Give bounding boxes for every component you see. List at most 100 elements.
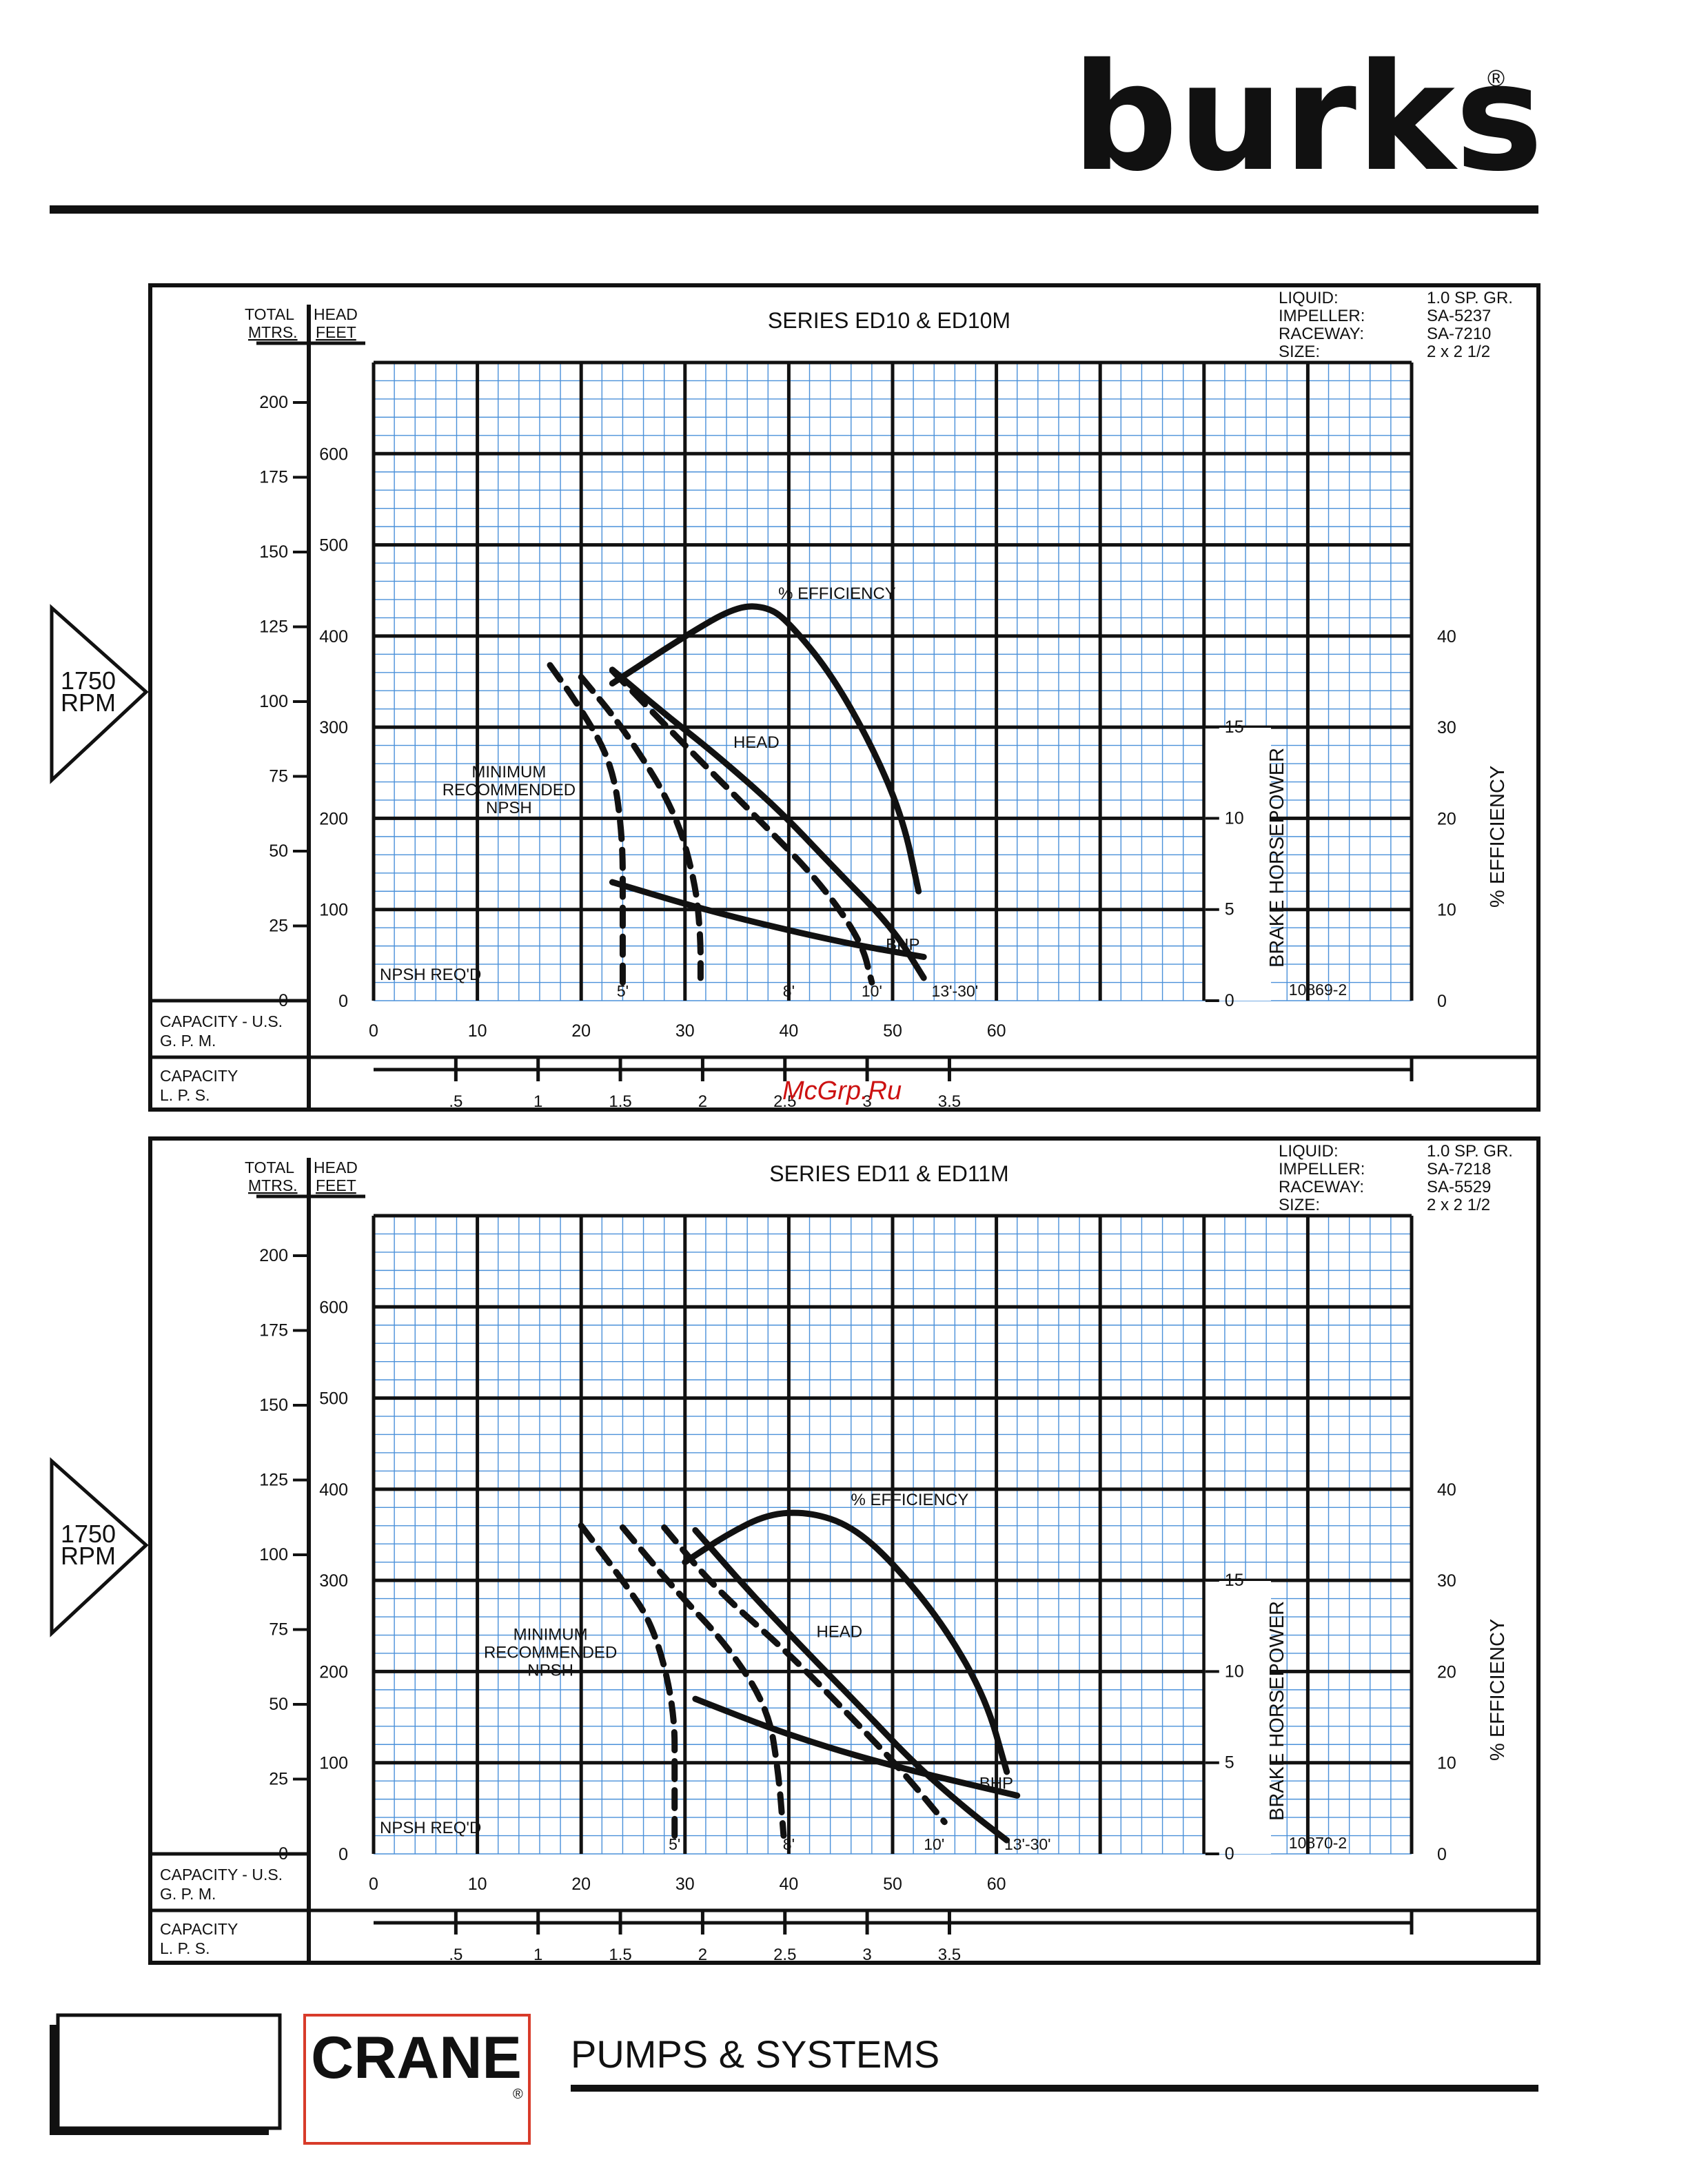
feet-tick-label: 200 [319, 1662, 348, 1682]
mtrs-tick-label: 75 [269, 766, 288, 786]
gpm-tick-label: 40 [779, 1021, 798, 1041]
npsh-curve-label: 13'-30' [1004, 1835, 1051, 1853]
mtrs-tick-label: 150 [259, 1396, 288, 1415]
head-curve-label: HEAD [733, 733, 780, 752]
footer-tagline: PUMPS & SYSTEMS [571, 2032, 939, 2076]
spec-value: SA-7210 [1427, 325, 1491, 343]
drawing-number: 10869-2 [1289, 981, 1347, 999]
feet-tick-label: 200 [319, 809, 348, 828]
mtrs-tick-label: 100 [259, 1545, 288, 1564]
npsh-legend-label: MINIMUM [513, 1625, 588, 1644]
gpm-tick-label: 50 [883, 1875, 902, 1894]
header-rule [50, 205, 1538, 214]
efficiency-tick-label: 40 [1437, 1480, 1456, 1500]
npsh-curve-label: 10' [862, 982, 882, 1000]
spec-value: SA-7218 [1427, 1160, 1491, 1178]
axis-label-lps: CAPACITY [160, 1067, 238, 1085]
curve-npsh-5 [547, 662, 626, 986]
efficiency-tick-label: 30 [1437, 718, 1456, 737]
lps-tick-label: 1 [533, 1946, 542, 1964]
curve-head [692, 1527, 1010, 1844]
lps-tick-label: 2.5 [773, 1092, 796, 1111]
axis-label-mtrs: MTRS. [248, 1176, 298, 1194]
npsh-curve-label: 5' [617, 982, 629, 1000]
bhp-tick-label: 5 [1225, 900, 1234, 919]
drawing-number: 10870-2 [1289, 1834, 1347, 1852]
mtrs-tick-label: 50 [269, 1695, 288, 1714]
lps-tick-label: 3 [862, 1946, 871, 1964]
feet-tick-label: 100 [319, 1754, 348, 1773]
footer-box [56, 2013, 282, 2130]
rpm-label: RPM [61, 688, 116, 717]
npsh-legend-label: MINIMUM [471, 763, 546, 782]
head-curve-label: HEAD [816, 1623, 862, 1642]
lps-tick-label: 2.5 [773, 1946, 796, 1964]
axis-label-total: TOTAL [245, 1159, 294, 1176]
spec-label: LIQUID: [1279, 289, 1339, 307]
gpm-tick-label: 0 [369, 1021, 378, 1041]
curve-npsh-10 [661, 1524, 948, 1826]
chart-frame [148, 283, 1540, 1112]
rpm-label: RPM [61, 1542, 116, 1570]
efficiency-tick-label: 0 [1437, 1845, 1447, 1864]
bhp-tick-label: 0 [1225, 1844, 1234, 1864]
axis-label-lps: CAPACITY [160, 1920, 238, 1938]
npsh-legend-label: RECOMMENDED [484, 1643, 617, 1662]
npsh-legend-label: NPSH [527, 1661, 573, 1680]
bhp-curve-label: BHP [979, 1774, 1013, 1793]
watermark: McGrp.Ru [782, 1076, 902, 1105]
spec-label: RACEWAY: [1279, 325, 1364, 343]
axis-label-lps: L. P. S. [160, 1939, 210, 1957]
mtrs-tick-label: 125 [259, 617, 288, 636]
mtrs-tick-label: 175 [259, 1320, 288, 1340]
curve-head [609, 666, 927, 981]
bhp-curve-label: BHP [886, 936, 919, 955]
bhp-tick-label: 15 [1225, 717, 1244, 737]
crane-logo: CRANE [311, 2025, 522, 2091]
mtrs-tick-label: 125 [259, 1470, 288, 1489]
spec-label: IMPELLER: [1279, 1160, 1365, 1178]
feet-tick-label: 600 [319, 445, 348, 464]
axis-label-feet: FEET [316, 1176, 356, 1194]
lps-tick-label: 2 [698, 1946, 707, 1964]
mtrs-tick-label: 0 [278, 991, 288, 1010]
axis-label-bhp: BRAKE HORSEPOWER [1266, 1601, 1288, 1821]
spec-label: RACEWAY: [1279, 1178, 1364, 1196]
npsh-legend-label: RECOMMENDED [443, 781, 576, 799]
npsh-legend-label: NPSH [486, 799, 532, 817]
efficiency-curve-label: % EFFICIENCY [851, 1491, 969, 1509]
gpm-tick-label: 30 [675, 1875, 695, 1894]
registered-mark: ® [1487, 65, 1505, 92]
axis-label-head: HEAD [314, 1159, 358, 1176]
spec-value: 1.0 SP. GR. [1427, 1142, 1513, 1161]
gpm-tick-label: 10 [468, 1021, 487, 1041]
mtrs-tick-label: 25 [269, 916, 288, 935]
bhp-tick-label: 15 [1225, 1571, 1244, 1590]
spec-value: SA-5529 [1427, 1178, 1491, 1196]
gpm-tick-label: 20 [571, 1875, 591, 1894]
spec-label: IMPELLER: [1279, 307, 1365, 325]
lps-tick-label: 3.5 [938, 1946, 961, 1964]
curve-bhp [609, 879, 927, 960]
brand-logo: burks [1072, 31, 1543, 204]
axis-label-gpm: CAPACITY - U.S. [160, 1012, 283, 1030]
pump-curve-chart-ed10: SERIES ED10 & ED10M LIQUID: 1.0 SP. GR. IMP… [50, 283, 1540, 1112]
mtrs-tick-label: 100 [259, 692, 288, 711]
gpm-tick-label: 50 [883, 1021, 902, 1041]
gpm-tick-label: 10 [468, 1875, 487, 1894]
gpm-tick-label: 0 [369, 1875, 378, 1894]
feet-tick-label: 400 [319, 627, 348, 646]
efficiency-tick-label: 30 [1437, 1571, 1456, 1591]
axis-label-bhp: BRAKE HORSEPOWER [1266, 748, 1288, 968]
spec-label: SIZE: [1279, 1196, 1320, 1214]
feet-tick-label: 100 [319, 901, 348, 920]
curve--efficiency [682, 1509, 1010, 1775]
mtrs-tick-label: 200 [259, 393, 288, 412]
bhp-tick-label: 10 [1225, 808, 1244, 828]
bhp-axis-panel [1205, 1581, 1271, 1854]
spec-value: SA-5237 [1427, 307, 1491, 325]
efficiency-tick-label: 10 [1437, 901, 1456, 920]
feet-tick-label: 0 [338, 1845, 348, 1864]
rpm-label: 1750 [61, 1520, 116, 1548]
